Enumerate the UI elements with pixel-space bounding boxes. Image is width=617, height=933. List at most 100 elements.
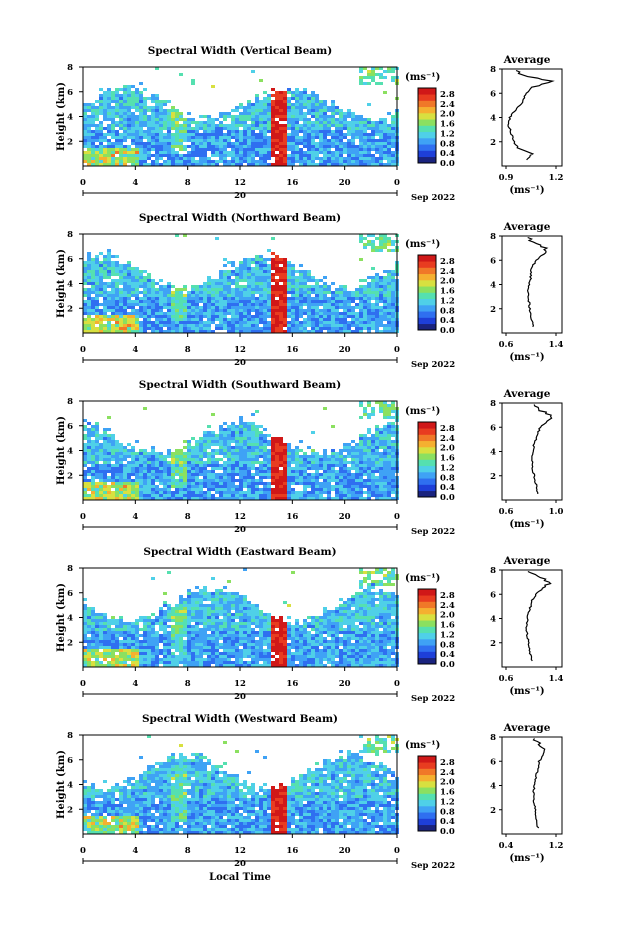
heatmap-cell <box>235 282 239 285</box>
heatmap-cell <box>183 306 187 309</box>
heatmap-cell <box>227 112 231 115</box>
heatmap-cell <box>115 151 119 154</box>
heatmap-cell <box>391 285 395 288</box>
heatmap-cell <box>115 115 119 118</box>
heatmap-cell <box>123 276 127 279</box>
heatmap-cell <box>387 467 391 470</box>
heatmap-cell <box>287 261 291 264</box>
heatmap-cell <box>279 151 283 154</box>
heatmap-cell <box>391 470 395 473</box>
heatmap-cell <box>155 479 159 482</box>
heatmap-cell <box>127 324 131 327</box>
heatmap-cell <box>227 312 231 315</box>
heatmap-cell <box>375 273 379 276</box>
heatmap-cell <box>307 491 311 494</box>
heatmap-cell <box>283 291 287 294</box>
heatmap-cell <box>135 321 139 324</box>
avg-title: Average <box>503 221 551 233</box>
heatmap-cell <box>235 136 239 139</box>
heatmap-cell <box>211 279 215 282</box>
x-tick-label: 4 <box>132 512 138 522</box>
heatmap-cell <box>151 145 155 148</box>
heatmap-cell <box>95 130 99 133</box>
heatmap-cell <box>103 91 107 94</box>
heatmap-cell <box>143 324 147 327</box>
heatmap-cell <box>147 285 151 288</box>
heatmap-cell <box>371 318 375 321</box>
heatmap-cell <box>115 139 119 142</box>
heatmap-cell <box>311 309 315 312</box>
heatmap-cell <box>243 464 247 467</box>
heatmap-cell <box>255 285 259 288</box>
heatmap-cell <box>351 312 355 315</box>
heatmap-cell <box>115 440 119 443</box>
heatmap-cell <box>327 291 331 294</box>
heatmap-cell <box>227 479 231 482</box>
heatmap-cell <box>239 318 243 321</box>
heatmap-cell <box>147 109 151 112</box>
heatmap-cell <box>343 464 347 467</box>
heatmap-cell <box>231 461 235 464</box>
heatmap-cell <box>347 294 351 297</box>
heatmap-cell <box>115 443 119 446</box>
heatmap-cell <box>191 488 195 491</box>
heatmap-cell <box>379 127 383 130</box>
heatmap-cell <box>119 479 123 482</box>
heatmap-cell <box>143 133 147 136</box>
heatmap-cell <box>83 607 87 610</box>
heatmap-cell <box>163 476 167 479</box>
heatmap-cell <box>123 288 127 291</box>
heatmap-cell <box>279 446 283 449</box>
heatmap-cell <box>307 97 311 100</box>
heatmap-cell <box>219 151 223 154</box>
heatmap-cell <box>387 237 391 240</box>
heatmap-cell <box>171 458 175 461</box>
heatmap-cell <box>91 279 95 282</box>
heatmap-cell <box>175 288 179 291</box>
heatmap-cell <box>111 327 115 330</box>
heatmap-cell <box>131 151 135 154</box>
heatmap-cell <box>159 312 163 315</box>
heatmap-cell <box>187 130 191 133</box>
y-axis-label: Height (km) <box>56 416 67 485</box>
heatmap-cell <box>235 491 239 494</box>
heatmap-cell <box>391 449 395 452</box>
heatmap-cell <box>275 130 279 133</box>
heatmap-cell <box>291 139 295 142</box>
heatmap-cell <box>127 282 131 285</box>
heatmap-cell <box>251 494 255 497</box>
heatmap-cell <box>267 321 271 324</box>
heatmap-cell <box>87 318 91 321</box>
heatmap-cell <box>251 294 255 297</box>
heatmap-cell <box>179 118 183 121</box>
heatmap-cell <box>211 315 215 318</box>
heatmap-cell <box>299 312 303 315</box>
heatmap-cell <box>143 470 147 473</box>
heatmap-cell <box>299 303 303 306</box>
heatmap-cell <box>367 458 371 461</box>
heatmap-cell <box>151 458 155 461</box>
heatmap-cell <box>171 300 175 303</box>
heatmap-cell <box>131 130 135 133</box>
heatmap-cell <box>315 491 319 494</box>
heatmap-cell <box>307 130 311 133</box>
heatmap-cell <box>283 273 287 276</box>
heatmap-cell <box>287 115 291 118</box>
heatmap-cell <box>87 124 91 127</box>
x-tick-label: 0 <box>394 178 400 188</box>
heatmap-cell <box>291 145 295 148</box>
heatmap-cell <box>231 306 235 309</box>
heatmap-cell <box>187 446 191 449</box>
heatmap-cell <box>279 494 283 497</box>
heatmap-cell <box>235 479 239 482</box>
heatmap-cell <box>207 488 211 491</box>
heatmap-field <box>83 568 399 667</box>
heatmap-cell <box>159 452 163 455</box>
heatmap-cell <box>383 297 387 300</box>
heatmap-cell <box>327 327 331 330</box>
heatmap-cell <box>311 276 315 279</box>
heatmap-cell <box>131 482 135 485</box>
heatmap-cell <box>367 145 371 148</box>
heatmap-cell <box>171 285 175 288</box>
heatmap-cell <box>315 318 319 321</box>
